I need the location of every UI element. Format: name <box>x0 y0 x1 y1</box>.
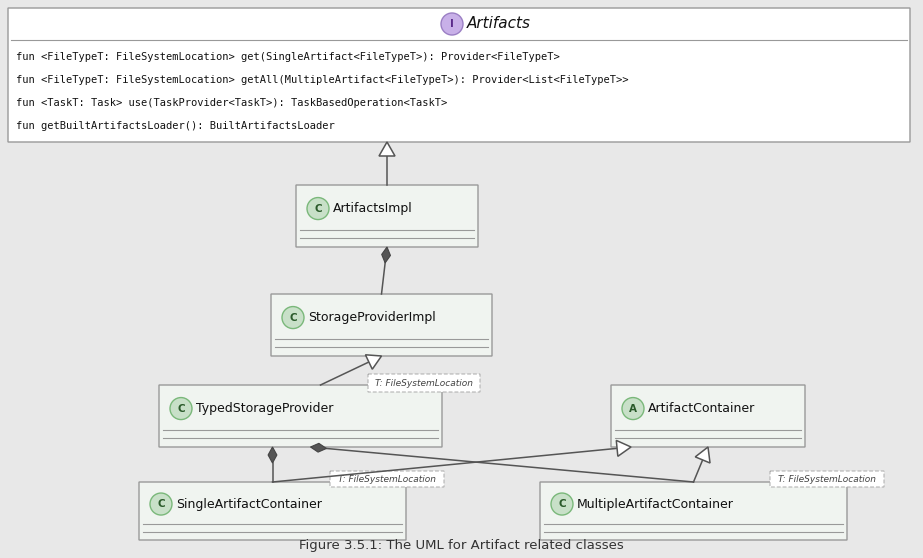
Polygon shape <box>268 447 277 463</box>
Text: T: FileSystemLocation: T: FileSystemLocation <box>778 474 876 483</box>
Circle shape <box>170 397 192 420</box>
Text: C: C <box>157 499 165 509</box>
Text: C: C <box>314 204 322 214</box>
FancyBboxPatch shape <box>368 374 480 392</box>
Text: Artifacts: Artifacts <box>467 17 531 31</box>
Text: MultipleArtifactContainer: MultipleArtifactContainer <box>577 498 734 511</box>
FancyBboxPatch shape <box>540 482 847 540</box>
Circle shape <box>441 13 463 35</box>
Polygon shape <box>379 142 395 156</box>
Text: Figure 3.5.1: The UML for Artifact related classes: Figure 3.5.1: The UML for Artifact relat… <box>299 539 624 552</box>
FancyBboxPatch shape <box>271 294 492 356</box>
Circle shape <box>282 306 304 329</box>
Text: C: C <box>558 499 566 509</box>
Text: C: C <box>289 312 297 323</box>
Text: A: A <box>629 403 637 413</box>
Polygon shape <box>617 440 631 456</box>
Polygon shape <box>366 355 381 369</box>
Circle shape <box>150 493 172 515</box>
FancyBboxPatch shape <box>139 482 406 540</box>
Text: I: I <box>450 19 454 29</box>
Text: fun <FileTypeT: FileSystemLocation> get(SingleArtifact<FileTypeT>): Provider<Fil: fun <FileTypeT: FileSystemLocation> get(… <box>16 52 559 62</box>
Text: T: FileSystemLocation: T: FileSystemLocation <box>375 378 473 387</box>
FancyBboxPatch shape <box>330 471 444 487</box>
Circle shape <box>307 198 329 219</box>
Polygon shape <box>382 247 390 263</box>
Circle shape <box>622 397 644 420</box>
Text: ArtifactContainer: ArtifactContainer <box>648 402 755 415</box>
Polygon shape <box>310 444 327 452</box>
Text: fun getBuiltArtifactsLoader(): BuiltArtifactsLoader: fun getBuiltArtifactsLoader(): BuiltArti… <box>16 121 335 131</box>
FancyBboxPatch shape <box>296 185 478 247</box>
Text: fun <FileTypeT: FileSystemLocation> getAll(MultipleArtifact<FileTypeT>): Provide: fun <FileTypeT: FileSystemLocation> getA… <box>16 75 629 85</box>
FancyBboxPatch shape <box>770 471 884 487</box>
Text: SingleArtifactContainer: SingleArtifactContainer <box>176 498 322 511</box>
FancyBboxPatch shape <box>8 8 910 142</box>
Text: TypedStorageProvider: TypedStorageProvider <box>196 402 333 415</box>
Text: C: C <box>177 403 185 413</box>
Polygon shape <box>695 447 710 463</box>
FancyBboxPatch shape <box>611 385 805 447</box>
Text: StorageProviderImpl: StorageProviderImpl <box>308 311 436 324</box>
Circle shape <box>551 493 573 515</box>
Text: fun <TaskT: Task> use(TaskProvider<TaskT>): TaskBasedOperation<TaskT>: fun <TaskT: Task> use(TaskProvider<TaskT… <box>16 98 448 108</box>
Text: T: FileSystemLocation: T: FileSystemLocation <box>338 474 436 483</box>
FancyBboxPatch shape <box>159 385 442 447</box>
Text: ArtifactsImpl: ArtifactsImpl <box>333 202 413 215</box>
